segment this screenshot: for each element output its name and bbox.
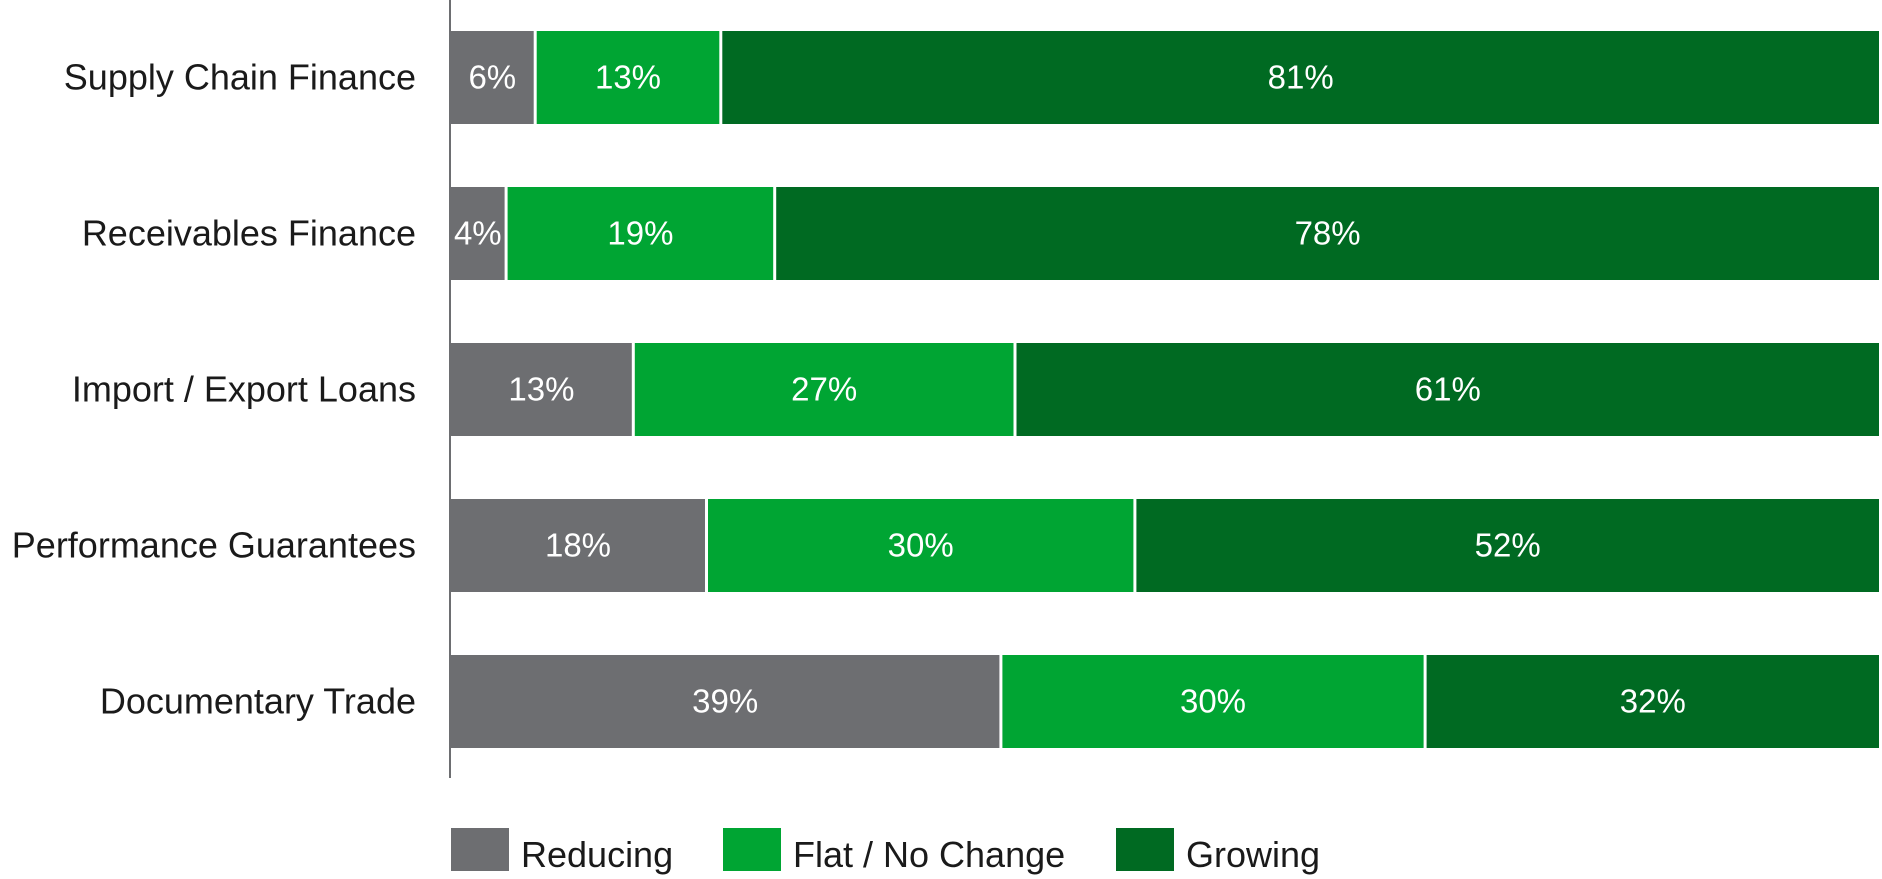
category-labels: Supply Chain Finance Receivables Finance I… — [12, 57, 416, 722]
legend-label: Growing — [1186, 834, 1320, 875]
bar-segment — [1016, 343, 1879, 436]
legend: Reducing Flat / No Change Growing — [451, 828, 1320, 875]
bar-segment — [634, 343, 1014, 436]
legend-swatch — [723, 828, 781, 871]
data-label: 32% — [1620, 683, 1686, 720]
bar-segment — [451, 655, 1000, 748]
bar-segment — [536, 31, 720, 124]
bar-segment — [507, 187, 774, 280]
bar-segment — [1002, 655, 1424, 748]
data-label: 52% — [1475, 527, 1541, 564]
data-label: 81% — [1268, 59, 1334, 96]
data-label: 4% — [454, 215, 502, 252]
bar-segment — [1426, 655, 1879, 748]
data-label: 27% — [791, 371, 857, 408]
legend-swatch — [1116, 828, 1174, 871]
bars-group: 6% 13% 81% 4% 19% 78% 13% 27% 61% 18% 30% 52% 39% 30%… — [451, 31, 1880, 748]
data-label: 19% — [607, 215, 673, 252]
bar-segment — [451, 343, 632, 436]
bar-segment — [1136, 499, 1879, 592]
category-label: Import / Export Loans — [72, 369, 416, 410]
category-label: Performance Guarantees — [12, 525, 416, 566]
category-label: Documentary Trade — [100, 681, 416, 722]
bar-segment — [451, 499, 705, 592]
data-label: 13% — [595, 59, 661, 96]
data-label: 61% — [1415, 371, 1481, 408]
legend-label: Reducing — [521, 834, 673, 875]
data-label: 78% — [1295, 215, 1361, 252]
data-label: 18% — [545, 527, 611, 564]
legend-label: Flat / No Change — [793, 834, 1065, 875]
bar-segment — [708, 499, 1134, 592]
category-label: Receivables Finance — [82, 213, 416, 254]
data-label: 39% — [692, 683, 758, 720]
bar-segment — [722, 31, 1879, 124]
data-label: 6% — [468, 59, 516, 96]
data-label: 30% — [1180, 683, 1246, 720]
bar-segment — [776, 187, 1880, 280]
bar-segment — [451, 31, 534, 124]
category-label: Supply Chain Finance — [64, 57, 416, 98]
legend-swatch — [451, 828, 509, 871]
data-label: 13% — [508, 371, 574, 408]
bar-segment — [451, 187, 505, 280]
data-label: 30% — [888, 527, 954, 564]
